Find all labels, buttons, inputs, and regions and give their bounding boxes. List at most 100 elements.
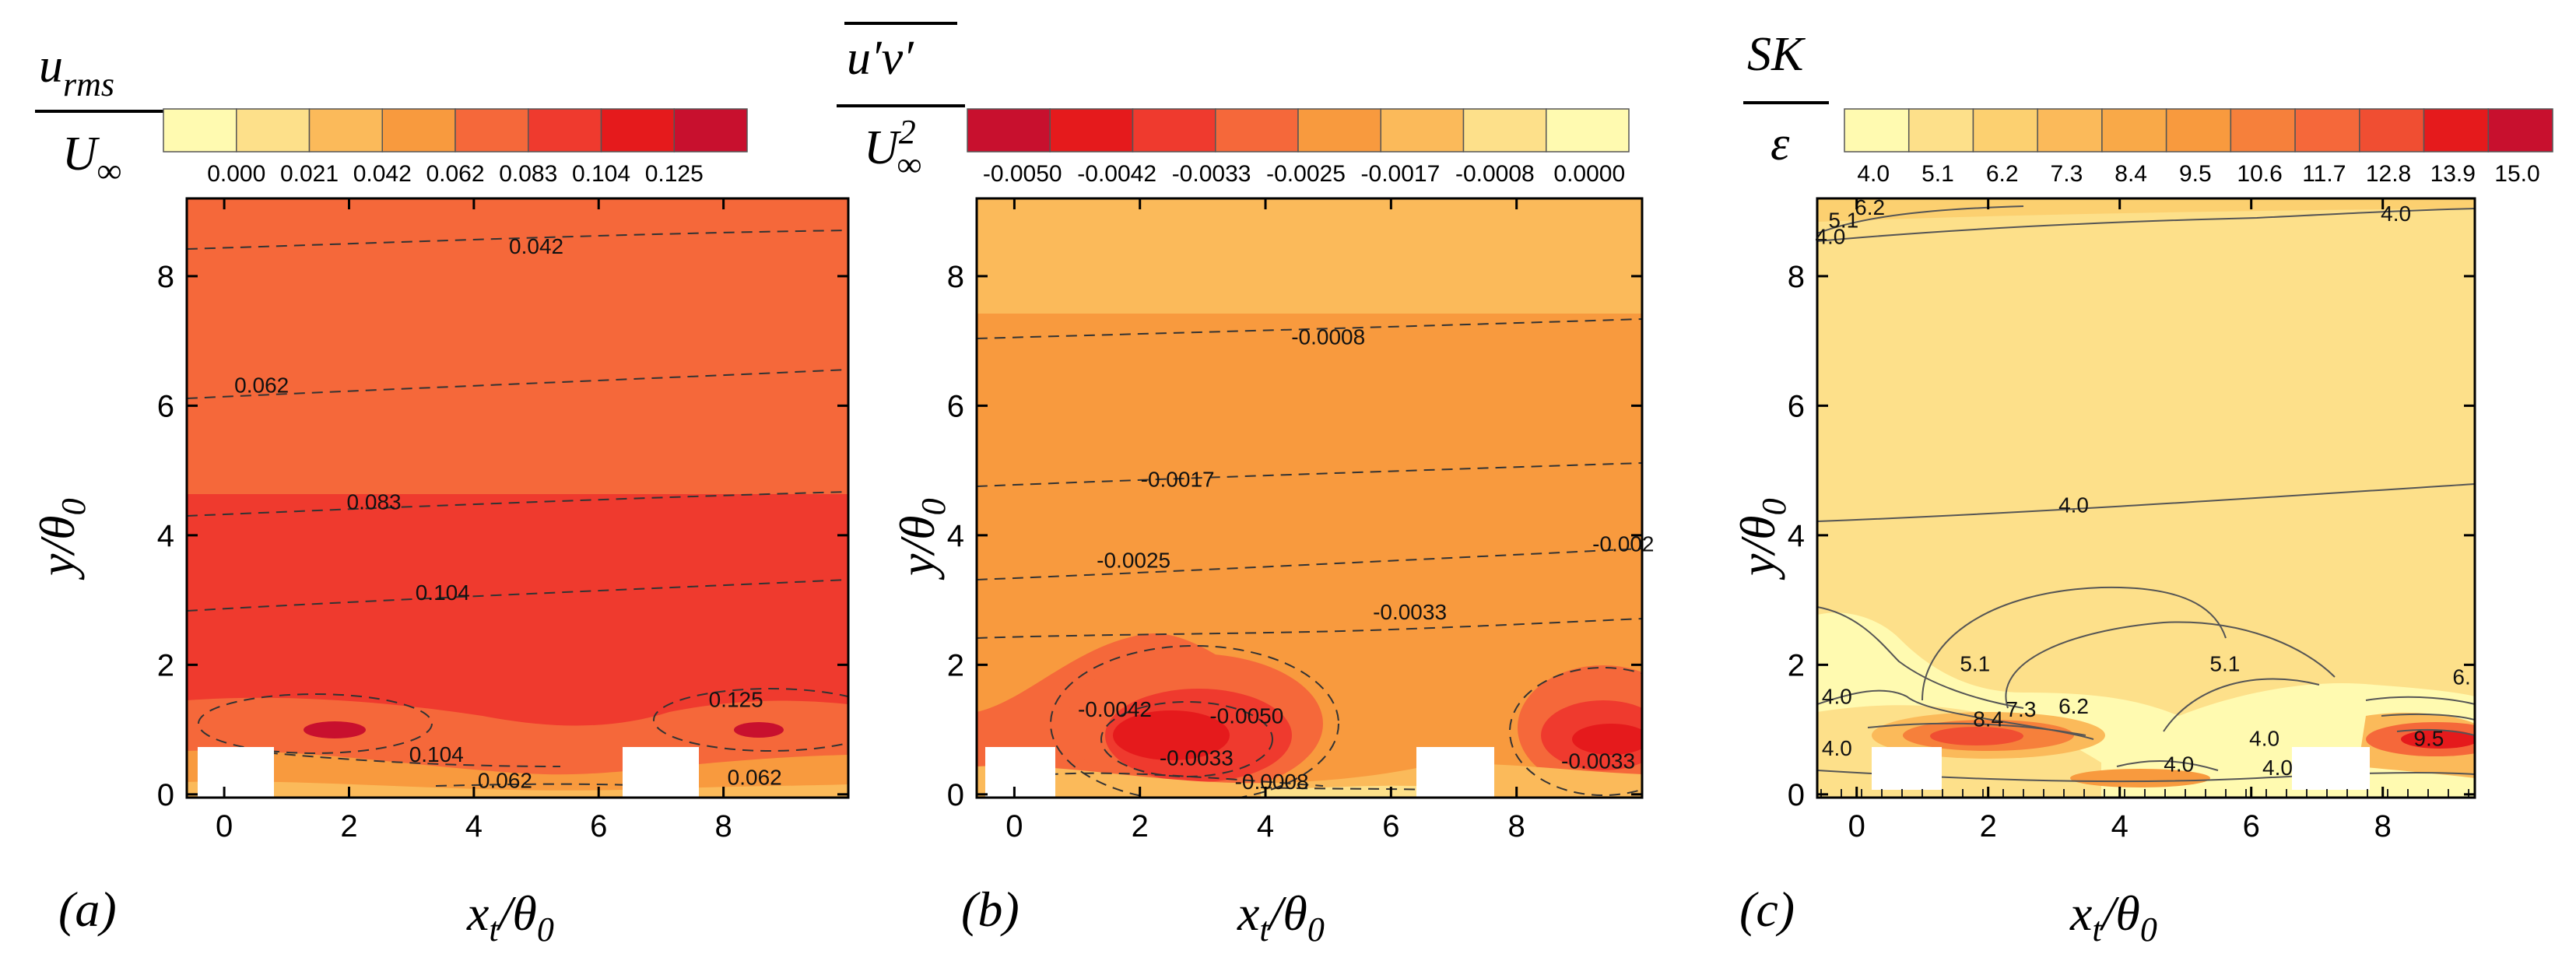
contour-label: 0.125 — [709, 687, 763, 711]
contour-label: 4.0 — [1815, 224, 1845, 248]
contour-label: 4.0 — [2262, 756, 2293, 780]
plot-frame-c — [1816, 197, 2476, 799]
rib-block — [623, 747, 699, 798]
x-tick-label: 8 — [714, 809, 732, 844]
contour-label: 4.0 — [2381, 202, 2411, 226]
colorbar-segment — [2165, 108, 2232, 153]
x-tick-label: 4 — [1257, 809, 1274, 844]
x-tick-label: 0 — [1005, 809, 1023, 844]
contour-label: 0.062 — [478, 769, 532, 793]
contour-label: 0.083 — [347, 490, 402, 514]
x-tick-label: 4 — [465, 809, 483, 844]
y-tick-label: 4 — [157, 519, 174, 553]
ylabel-a: y/θ0 — [30, 498, 93, 580]
plot-area-c — [1817, 198, 2475, 798]
plot-frame-b — [975, 197, 1644, 799]
colorbar-segment — [1297, 108, 1381, 153]
colorbar-tick-label: -0.0017 — [1361, 161, 1441, 187]
contour-label: -0.0033 — [1561, 749, 1635, 773]
svg-text:U2∞: U2 ∞ — [864, 113, 921, 184]
svg-text:urms: urms — [39, 40, 114, 103]
contour-label: -0.0033 — [1160, 745, 1234, 770]
panel-b: u′v′ U2 ∞ -0.0050 -0.0042 -0.0033 -0.0025 -0.… — [837, 22, 1655, 949]
colorbar-tick-label: 0.104 — [572, 161, 630, 187]
contour-label: 6.2 — [2058, 694, 2089, 718]
lobe-128-left — [1930, 727, 2023, 745]
colorbar-segment — [1844, 108, 1910, 153]
xlabel-b: xt/θ0 — [1237, 886, 1325, 949]
grid-hatch-bottom — [1820, 789, 2469, 798]
colorbar-tick-label: 0.042 — [353, 161, 412, 187]
colorbar-tick-label: 0.125 — [645, 161, 704, 187]
contour-label: 8.4 — [1973, 707, 2003, 731]
axes-c: 0 2 4 6 8 0 2 4 6 8 — [1788, 198, 2475, 844]
plot-area-a — [187, 198, 848, 798]
peak-ellipse-left — [304, 721, 366, 738]
contour-label: -0.0008 — [1291, 324, 1365, 349]
colorbar-segment — [2230, 108, 2296, 153]
colorbar-ticks-c: 4.0 5.1 6.2 7.3 8.4 9.5 10.6 11.7 12.8 13.9 15.0 — [1857, 161, 2539, 187]
svg-text:u′v′: u′v′ — [847, 32, 914, 85]
colorbar-tick-label: 10.6 — [2237, 161, 2282, 187]
y-tick-label: 8 — [947, 260, 964, 294]
contour-label: -0.0017 — [1141, 467, 1215, 491]
lobe-0050-center — [1113, 710, 1230, 760]
colorbar-tick-label: 0.083 — [499, 161, 557, 187]
colorbar-tick-label: -0.0025 — [1266, 161, 1346, 187]
colorbar-tick-label: -0.0042 — [1077, 161, 1156, 187]
contour-label: 5.1 — [2209, 652, 2240, 676]
contour-lines-b — [977, 318, 1642, 798]
colorbar-tick-label: 7.3 — [2051, 161, 2083, 187]
contour-label: 0.104 — [416, 580, 470, 605]
x-tick-label: 2 — [1132, 809, 1149, 844]
contour-label: -0.002 — [1592, 532, 1654, 556]
svg-text:ε: ε — [1771, 117, 1790, 170]
x-tick-label: 6 — [2243, 809, 2260, 844]
svg-text:y/θ0: y/θ0 — [30, 498, 93, 580]
contour-labels-a: 0.042 0.062 0.083 0.104 0.125 0.104 0.062 0.062 — [234, 234, 782, 793]
colorbar-segment — [1546, 108, 1630, 153]
colorbar-segment — [454, 108, 529, 153]
colorbar-segment — [2294, 108, 2360, 153]
contour-label: -0.0025 — [1097, 548, 1170, 572]
y-tick-label: 6 — [157, 389, 174, 423]
colorbar-c — [1844, 108, 2553, 153]
x-tick-label: 8 — [2374, 809, 2392, 844]
y-tick-label: 0 — [157, 778, 174, 812]
contour-label: 4.0 — [1822, 736, 1852, 760]
y-tick-label: 2 — [947, 648, 964, 682]
contour-label: 6. — [2452, 665, 2470, 689]
svg-text:xt/θ0: xt/θ0 — [466, 886, 554, 949]
xlabel-a: xt/θ0 — [466, 886, 554, 949]
lobe-bottom-center — [2070, 769, 2210, 787]
lobe-right-core — [1572, 724, 1642, 755]
contour-label: -0.0050 — [1209, 703, 1283, 728]
colorbar-segment — [236, 108, 311, 153]
colorbar-a — [163, 108, 748, 153]
rib-block — [985, 747, 1055, 798]
panel-a: urms U∞ 0.000 0.021 0.042 0.062 0.083 0.104 0.… — [30, 40, 850, 949]
rib-block — [1872, 747, 1942, 790]
contour-label: -0.0008 — [1235, 770, 1309, 794]
y-tick-label: 8 — [157, 260, 174, 294]
colorbar-segment — [2487, 108, 2553, 153]
contour-label: 4.0 — [1822, 684, 1852, 708]
y-tick-label: 6 — [947, 389, 964, 423]
colorbar-tick-label: -0.0008 — [1455, 161, 1535, 187]
colorbar-label-b: u′v′ U2 ∞ — [837, 22, 965, 184]
xlabel-c: xt/θ0 — [2069, 886, 2157, 949]
svg-text:y/θ0: y/θ0 — [890, 498, 953, 580]
colorbar-segment — [528, 108, 602, 153]
colorbar-tick-label: 0.0000 — [1553, 161, 1625, 187]
contour-label: -0.0033 — [1373, 600, 1447, 624]
plot-frame-a — [185, 197, 850, 799]
contour-label: 0.062 — [728, 765, 782, 789]
colorbar-ticks-a: 0.000 0.021 0.042 0.062 0.083 0.104 0.125 — [207, 161, 704, 187]
y-tick-label: 4 — [1788, 519, 1805, 553]
contour-label: 7.3 — [2006, 697, 2036, 721]
y-tick-label: 2 — [157, 648, 174, 682]
colorbar-tick-label: -0.0050 — [983, 161, 1062, 187]
peak-ellipse-right — [734, 722, 784, 738]
colorbar-segment — [381, 108, 456, 153]
